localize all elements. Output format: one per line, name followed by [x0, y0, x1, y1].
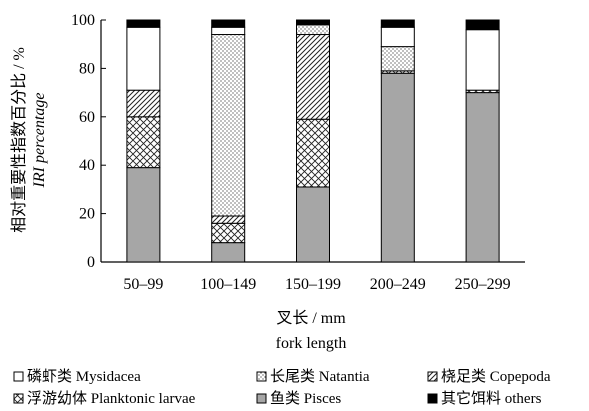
y-tick-label: 0 — [87, 254, 95, 271]
legend-label: 磷虾类 Mysidacea — [27, 368, 141, 385]
bar-segment — [296, 34, 330, 120]
y-axis-label: 相对重要性指数百分比 / % — [10, 47, 28, 233]
bar-segment — [380, 72, 415, 263]
bar-segment — [296, 24, 330, 36]
legend-item: 磷虾类 Mysidacea — [13, 368, 141, 385]
legend-item: 长尾类 Natantia — [256, 368, 370, 385]
legend-label: 长尾类 Natantia — [270, 368, 370, 385]
y-tick-label: 60 — [79, 109, 95, 126]
y-tick-label: 80 — [79, 60, 95, 77]
bar-segment — [296, 118, 330, 188]
bar-segment — [211, 19, 246, 28]
legend: 磷虾类 Mysidacea 长尾类 Natantia 桡足类 Copepoda 浮游幼… — [13, 368, 551, 407]
bar-segment — [296, 186, 330, 263]
bar-segment — [380, 26, 415, 48]
legend-item: 浮游幼体 Planktonic larvae — [13, 390, 196, 407]
bar-segment — [380, 46, 415, 72]
x-axis-label: 叉长 / mm — [276, 309, 346, 327]
bar-segment — [126, 26, 161, 91]
y-axis-label-english: IRI percentage — [31, 93, 48, 189]
legend-label: 桡足类 Copepoda — [441, 368, 551, 385]
y-axis-title: 相对重要性指数百分比 / % IRI percentage — [10, 47, 48, 233]
legend-swatch — [427, 371, 438, 382]
bar-segment — [465, 29, 500, 91]
bar-segment — [465, 92, 500, 263]
legend-item: 桡足类 Copepoda — [427, 368, 551, 385]
legend-label: 其它饵料 others — [441, 389, 542, 407]
x-tick-label: 150–199 — [285, 276, 341, 293]
legend-swatch — [256, 371, 267, 382]
legend-swatch — [13, 393, 24, 404]
legend-swatch — [13, 371, 24, 382]
bar-segment — [211, 26, 246, 36]
bar-segment — [211, 242, 246, 263]
bar-segment — [211, 34, 246, 217]
bar-segment — [296, 19, 330, 26]
x-axis-label-english: fork length — [276, 335, 347, 352]
legend-swatch — [256, 393, 267, 404]
bar-segment — [126, 89, 161, 118]
legend-label: 浮游幼体 Planktonic larvae — [27, 390, 196, 407]
legend-swatch — [427, 393, 438, 404]
x-tick-label: 250–299 — [455, 276, 511, 293]
legend-item: 其它饵料 others — [427, 389, 542, 407]
bar-segment — [126, 116, 161, 169]
bar-segment — [465, 19, 500, 31]
bar-segment — [126, 167, 161, 263]
bar-segment — [380, 19, 415, 28]
y-tick-label: 40 — [79, 157, 95, 174]
x-tick-label: 50–99 — [123, 276, 163, 293]
bar-segment — [211, 215, 246, 224]
bar-segment — [211, 222, 246, 244]
y-tick-label: 100 — [71, 12, 95, 29]
legend-item: 鱼类 Pisces — [256, 389, 341, 407]
x-tick-label: 100–149 — [200, 276, 256, 293]
plot-area: 0 20 40 60 80 100 50–99 100–149 150–199 200–249 25… — [71, 12, 525, 293]
y-tick-label: 20 — [79, 206, 95, 223]
x-tick-label: 200–249 — [370, 276, 426, 293]
bar-segment — [126, 19, 161, 28]
legend-label: 鱼类 Pisces — [270, 389, 341, 407]
